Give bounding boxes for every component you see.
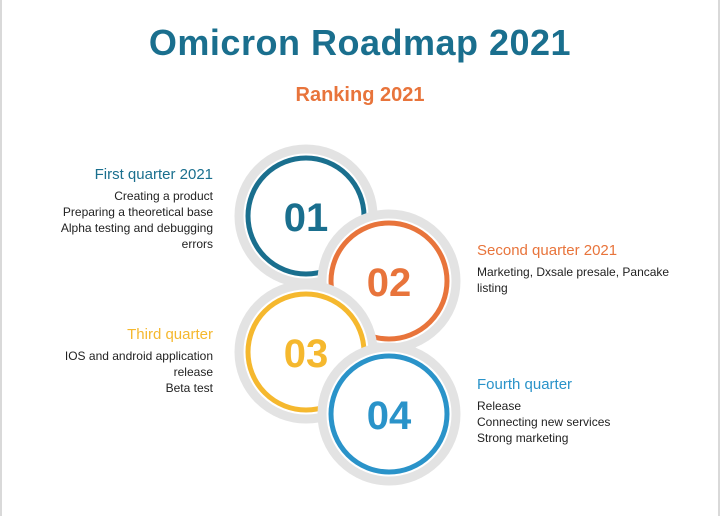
stage-2-heading: Second quarter 2021	[477, 242, 618, 259]
stage-1-line: Preparing a theoretical base	[62, 205, 213, 219]
stage-1-line: Creating a product	[114, 189, 213, 203]
page-subtitle: Ranking 2021	[295, 84, 425, 106]
stage-4-line: Strong marketing	[477, 431, 569, 445]
stage-1-line: errors	[181, 237, 213, 251]
stage-3-number: 03	[284, 332, 329, 376]
stage-3-line: release	[173, 365, 213, 379]
stage-1-line: Alpha testing and debugging	[60, 221, 213, 235]
stage-2-number: 02	[367, 261, 412, 305]
stage-2-line: listing	[477, 281, 508, 295]
stage-4-line: Release	[477, 399, 522, 413]
stage-1-text: First quarter 2021 Creating a product Pr…	[40, 166, 213, 252]
page-title: Omicron Roadmap 2021	[148, 22, 572, 63]
stage-3-heading: Third quarter	[127, 326, 213, 343]
stage-2-text: Second quarter 2021 Marketing, Dxsale pr…	[477, 242, 692, 296]
stage-4-number: 04	[367, 394, 412, 438]
stage-4-line: Connecting new services	[477, 415, 611, 429]
stage-1-heading: First quarter 2021	[94, 166, 213, 183]
stage-3-line: IOS and android application	[64, 349, 213, 363]
stage-4-text: Fourth quarter Release Connecting new se…	[477, 376, 692, 446]
stage-3-line: Beta test	[165, 381, 213, 395]
stage-4-circle: 04	[317, 342, 461, 486]
stage-4-heading: Fourth quarter	[477, 376, 573, 393]
stage-3-text: Third quarter IOS and android applicatio…	[40, 326, 213, 396]
stage-1-number: 01	[284, 196, 329, 240]
stage-2-line: Marketing, Dxsale presale, Pancake	[477, 265, 670, 279]
